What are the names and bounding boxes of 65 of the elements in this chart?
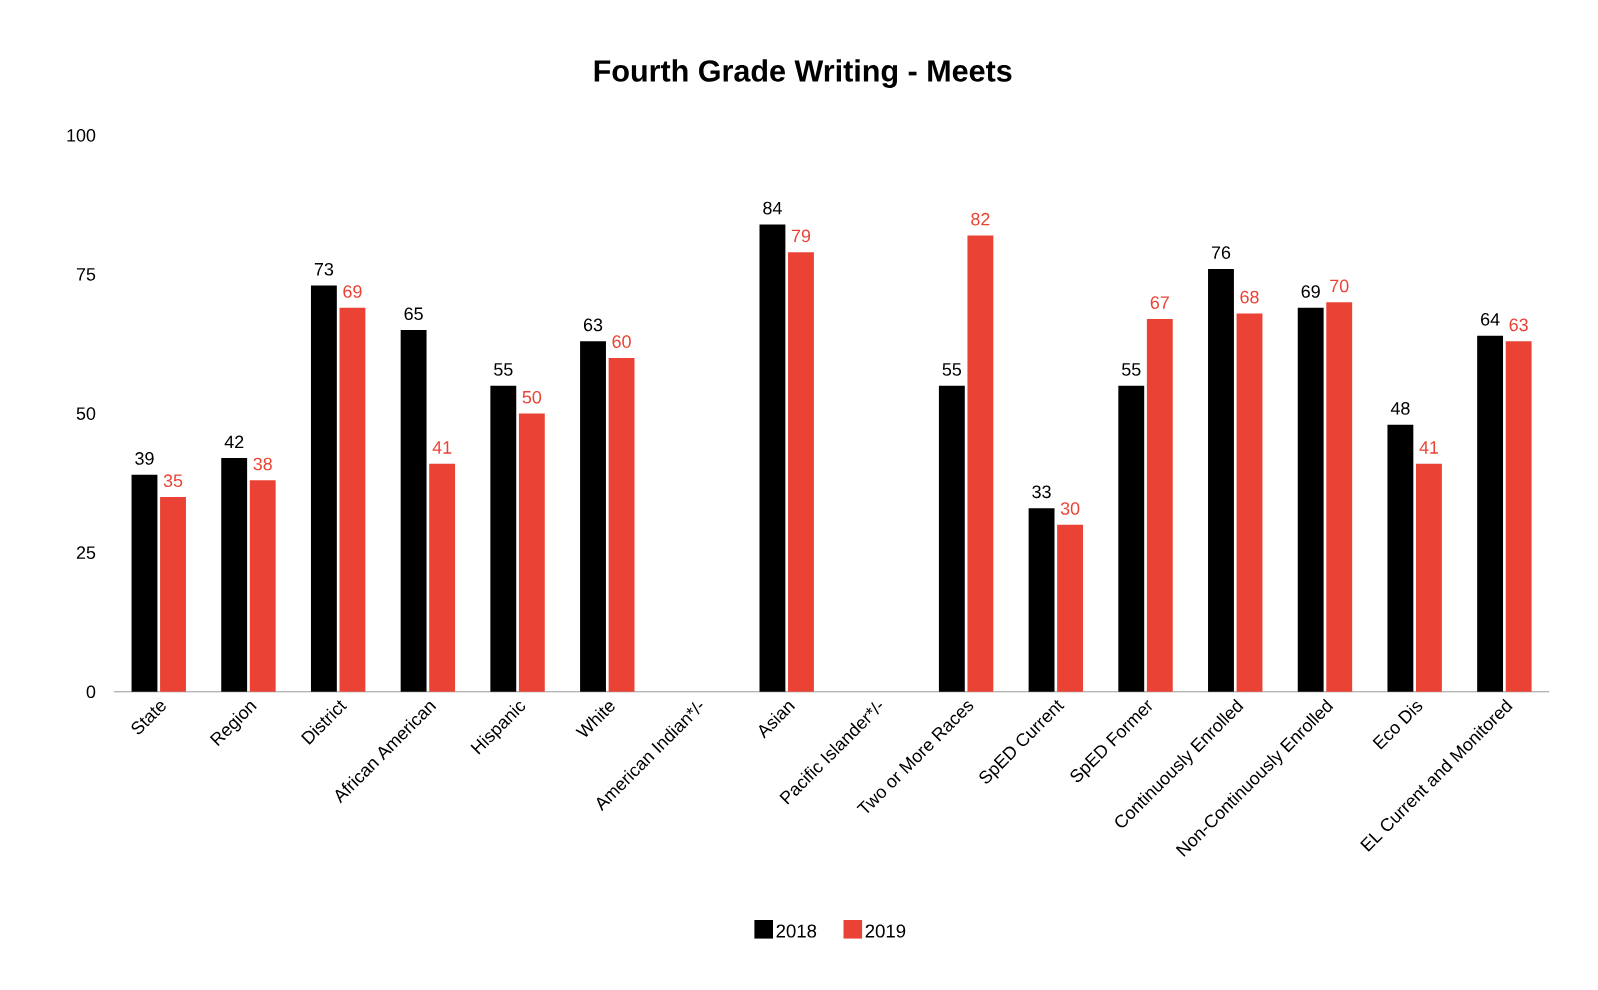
bar <box>249 480 276 692</box>
bar <box>1236 313 1263 692</box>
data-label: 41 <box>432 441 452 454</box>
bar <box>967 235 994 692</box>
y-tick-label: 100 <box>67 128 96 142</box>
data-label: 82 <box>971 212 990 226</box>
data-label: 63 <box>583 318 603 332</box>
bar <box>1118 385 1145 692</box>
bar <box>1326 302 1353 692</box>
bar <box>938 385 965 692</box>
data-label: 55 <box>1122 363 1141 376</box>
bar <box>788 252 814 692</box>
data-label: 33 <box>1032 485 1051 498</box>
legend-label: 2019 <box>865 924 906 938</box>
data-label: 76 <box>1211 246 1231 259</box>
legend-label: 2018 <box>776 924 817 938</box>
bar <box>131 474 158 692</box>
data-label: 60 <box>612 335 631 348</box>
bar <box>310 285 337 692</box>
bar <box>1146 318 1173 692</box>
bar <box>1415 463 1442 692</box>
bar <box>1297 307 1324 692</box>
bar <box>429 463 456 692</box>
bar <box>580 341 606 692</box>
y-tick-label: 75 <box>76 268 96 281</box>
y-tick-label: 25 <box>76 546 96 559</box>
bar <box>490 385 517 692</box>
y-tick-label: 0 <box>86 685 96 698</box>
data-label: 39 <box>135 451 154 465</box>
data-label: 42 <box>224 435 244 448</box>
data-label: 41 <box>1419 441 1439 454</box>
data-label: 65 <box>404 307 423 320</box>
data-label: 50 <box>522 390 542 404</box>
data-label: 69 <box>343 284 362 298</box>
data-label: 79 <box>791 229 811 243</box>
chart-title: Fourth Grade Writing - Meets <box>594 59 1012 88</box>
data-label: 69 <box>1301 284 1320 298</box>
bar <box>221 457 248 692</box>
data-label: 55 <box>494 363 513 376</box>
bar <box>1057 524 1084 692</box>
bar <box>1505 341 1532 692</box>
data-label: 73 <box>314 262 334 276</box>
data-label: 63 <box>1509 318 1528 332</box>
data-label: 68 <box>1240 290 1259 304</box>
data-label: 55 <box>942 363 962 376</box>
bar <box>1208 268 1234 692</box>
bar <box>759 224 786 692</box>
data-label: 67 <box>1150 296 1169 309</box>
data-label: 48 <box>1390 401 1410 415</box>
data-label: 38 <box>253 457 272 471</box>
bar <box>518 413 545 692</box>
data-label: 35 <box>163 474 183 487</box>
bar <box>1028 507 1055 692</box>
data-label: 70 <box>1330 279 1349 293</box>
x-tick-label: Eco Dis <box>1372 701 1423 750</box>
bar <box>339 307 366 692</box>
data-label: 30 <box>1060 501 1080 515</box>
data-label: 84 <box>763 201 782 215</box>
bar <box>160 496 186 692</box>
bar <box>1477 335 1504 692</box>
y-tick-label: 50 <box>76 407 96 420</box>
data-label: 64 <box>1481 312 1500 326</box>
bar <box>1387 424 1414 692</box>
bar <box>400 329 427 692</box>
bar <box>608 357 635 692</box>
